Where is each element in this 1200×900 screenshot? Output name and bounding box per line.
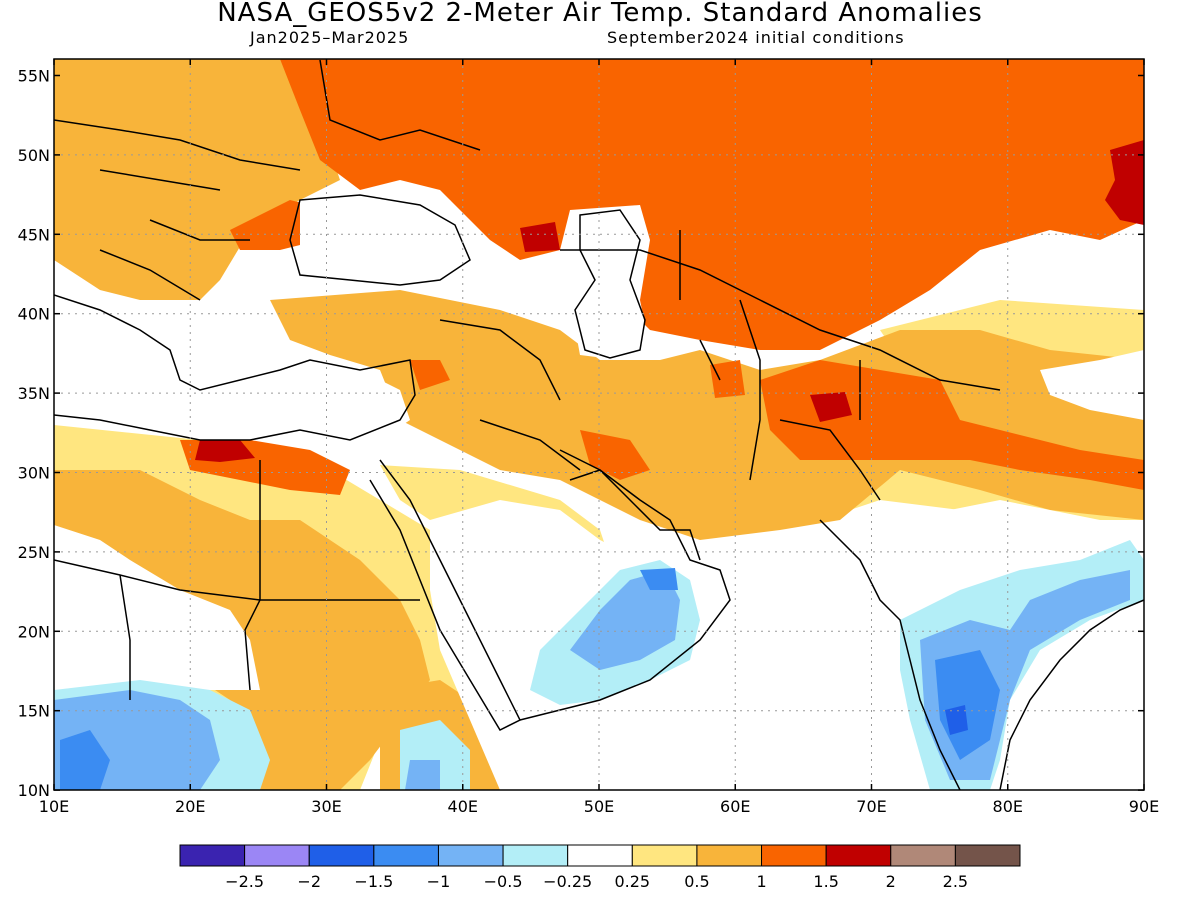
colorbar-label: −0.5 — [484, 872, 523, 891]
anomaly-region-red — [1105, 140, 1144, 225]
colorbar-label: −0.25 — [543, 872, 592, 891]
colorbar-label: 0.25 — [614, 872, 650, 891]
anomaly-region-dark-orange — [710, 360, 745, 398]
anomaly-region-red — [195, 440, 255, 462]
india-west-coast — [819, 519, 961, 790]
colorbar-swatch — [502, 844, 569, 867]
africa-border — [54, 460, 420, 700]
lat-label: 55N — [18, 67, 50, 86]
lat-label: 20N — [18, 622, 50, 641]
europe-borders — [54, 59, 481, 301]
colorbar-swatch — [631, 844, 698, 867]
anomaly-region-white — [54, 525, 260, 690]
anomaly-region-dark-orange — [580, 430, 650, 480]
anomaly-region-red — [520, 222, 560, 252]
lon-label: 10E — [39, 797, 69, 816]
colorbar-swatch — [244, 844, 310, 867]
lon-label: 80E — [993, 797, 1023, 816]
lon-label: 70E — [856, 797, 886, 816]
colorbar-label: 2 — [886, 872, 896, 891]
red-sea-coast — [369, 459, 522, 731]
anomaly-region-dark-orange — [280, 59, 1144, 350]
anomaly-region-light-blue — [570, 570, 680, 670]
lon-label: 40E — [448, 797, 478, 816]
anomaly-region-red — [810, 392, 852, 422]
colorbar-swatch — [567, 844, 633, 867]
colorbar-swatch — [179, 844, 246, 867]
lat-label: 10N — [18, 781, 50, 800]
anomaly-region-dark-orange — [760, 360, 1144, 490]
black-sea-coast — [289, 194, 471, 286]
x-axis: 10E 20E 30E 40E 50E 60E 70E 80E 90E — [39, 59, 1159, 816]
colorbar-label: −1 — [427, 872, 451, 891]
asia-borders — [439, 230, 1001, 501]
lat-label: 50N — [18, 146, 50, 165]
colorbar: −2.5 −2 −1.5 −1 −0.5 −0.25 0.25 0.5 1 1.5 2 2.5 — [179, 844, 1021, 891]
anomaly-region-white — [1040, 350, 1144, 420]
lat-label: 40N — [18, 305, 50, 324]
colorbar-label: 1.5 — [813, 872, 838, 891]
anomaly-region-dark-orange — [410, 360, 450, 390]
anomaly-region-light-blue — [405, 760, 440, 790]
lon-label: 90E — [1129, 797, 1159, 816]
colorbar-swatch — [825, 844, 892, 867]
anomaly-region-darker-blue — [945, 705, 968, 735]
y-axis: 55N 50N 45N 40N 35N 30N 25N 20N 15N 10N — [18, 67, 1144, 800]
forecast-period: Jan2025–Mar2025 — [250, 28, 410, 47]
colorbar-label: 0.5 — [684, 872, 709, 891]
colorbar-swatch — [308, 844, 375, 867]
colorbar-swatch — [373, 844, 439, 867]
lat-label: 15N — [18, 702, 50, 721]
anomaly-region-blue — [60, 730, 110, 790]
map-title: NASA_GEOS5v2 2-Meter Air Temp. Standard … — [217, 0, 983, 28]
persian-gulf-coast — [559, 449, 701, 561]
lon-label: 20E — [175, 797, 205, 816]
colorbar-swatch — [954, 844, 1021, 867]
lat-label: 35N — [18, 384, 50, 403]
colorbar-label: −2 — [297, 872, 321, 891]
initial-conditions: September2024 initial conditions — [607, 28, 905, 47]
mediterranean-coast — [54, 294, 416, 441]
lat-label: 30N — [18, 464, 50, 483]
arabian-peninsula-coast — [519, 469, 731, 721]
colorbar-label: 2.5 — [943, 872, 968, 891]
anomaly-region-orange — [270, 290, 1144, 540]
lon-label: 60E — [720, 797, 750, 816]
lon-label: 30E — [311, 797, 341, 816]
colorbar-label: −2.5 — [225, 872, 264, 891]
gridlines — [54, 59, 1144, 790]
india-east-coast — [999, 599, 1144, 790]
coastlines — [54, 59, 1144, 790]
colorbar-swatch — [696, 844, 763, 867]
colorbar-swatch — [890, 844, 956, 867]
colorbar-label: 1 — [756, 872, 766, 891]
anomaly-region-white — [54, 300, 410, 440]
anomaly-region-orange — [54, 59, 340, 300]
caspian-sea-coast — [574, 209, 646, 359]
lat-label: 25N — [18, 543, 50, 562]
lon-label: 50E — [584, 797, 614, 816]
colorbar-swatch — [761, 844, 827, 867]
anomaly-region-white — [300, 190, 470, 290]
lat-label: 45N — [18, 225, 50, 244]
anomaly-region-blue — [640, 568, 678, 590]
colorbar-swatch — [437, 844, 504, 867]
colorbar-label: −1.5 — [354, 872, 393, 891]
anomaly-region-white — [560, 205, 650, 360]
